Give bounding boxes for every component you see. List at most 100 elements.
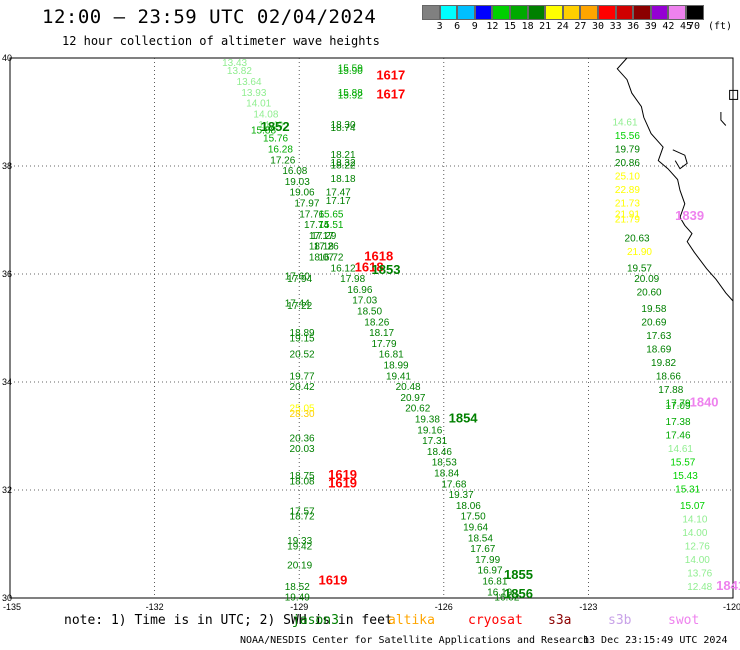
wave-height-label: 19.49 (285, 593, 310, 604)
legend-label: 30 (591, 21, 605, 32)
wave-height-label: 19.42 (287, 541, 312, 552)
lat-label: 34 (2, 377, 12, 387)
time-tag: 1839 (675, 208, 704, 223)
legend-label: 24 (556, 21, 569, 32)
wave-height-label: 16.19 (487, 587, 512, 598)
wave-height-label: 20.62 (405, 404, 430, 415)
timestamp-text: 13 Dec 23:15:49 UTC 2024 (583, 635, 728, 646)
wave-height-label: 18.18 (309, 242, 334, 253)
legend-swatch (562, 5, 581, 20)
wave-height-label: 17.97 (294, 199, 319, 210)
wave-height-label: 17.09 (666, 401, 691, 412)
wave-height-label: 16.12 (331, 263, 356, 274)
wave-height-label: 15.56 (615, 131, 640, 142)
wave-height-label: 14.10 (682, 514, 707, 525)
legend-label: 6 (454, 21, 461, 32)
satellite-label-s3a: s3a (548, 613, 572, 628)
wave-height-label: 20.09 (634, 274, 659, 285)
wave-height-label: 15.88 (251, 126, 276, 137)
wave-height-label: 21.91 (615, 209, 640, 220)
wave-height-label: 17.79 (666, 398, 691, 409)
satellite-label-s3b: s3b (608, 613, 632, 628)
wave-height-label: 20.48 (396, 382, 421, 393)
wave-height-label: 13.64 (237, 77, 262, 88)
wave-height-label: 19.37 (449, 490, 474, 501)
wave-height-label: 16.96 (347, 285, 372, 296)
time-tag: 1617 (376, 87, 405, 102)
wave-height-label: 18.21 (331, 150, 356, 161)
wave-height-label: 18.52 (285, 582, 310, 593)
wave-height-label: 15.88 (338, 88, 363, 99)
wave-height-label: 17.22 (287, 301, 312, 312)
wave-height-label: 16.81 (379, 350, 404, 361)
wave-height-label: 18.26 (364, 317, 389, 328)
wave-height-label: 18.06 (456, 501, 481, 512)
wave-height-label: 21.90 (627, 247, 652, 258)
wave-height-label: 21.73 (615, 199, 640, 210)
wave-height-label: 15.51 (318, 220, 343, 231)
lat-label: 32 (2, 485, 12, 495)
wave-height-label: 16.81 (482, 577, 507, 588)
wave-height-label: 17.79 (372, 339, 397, 350)
wave-height-label: 21.79 (615, 215, 640, 226)
wave-height-label: 15.90 (338, 66, 363, 77)
time-tag: 1617 (376, 68, 405, 83)
wave-height-label: 19.82 (651, 358, 676, 369)
lon-label: -123 (579, 602, 597, 612)
wave-height-label: 17.03 (352, 296, 377, 307)
wave-height-label: 19.79 (615, 145, 640, 156)
legend-label: 33 (609, 21, 622, 32)
legend-label: 3 (436, 21, 443, 32)
bay-outline (672, 149, 688, 170)
wave-height-label: 20.19 (287, 560, 312, 571)
satellite-label-cryosat: cryosat (468, 613, 523, 628)
color-legend (422, 5, 704, 20)
wave-height-label: 14.00 (682, 528, 707, 539)
legend-label: 42 (662, 21, 675, 32)
wave-height-label: 15.57 (670, 458, 695, 469)
wave-height-label: 17.17 (309, 231, 334, 242)
legend-swatch (685, 5, 704, 20)
wave-height-label: 19.64 (463, 523, 488, 534)
legend-swatch (474, 5, 493, 20)
wave-height-label: 18.17 (369, 328, 394, 339)
time-tag: 1619 (328, 475, 357, 490)
wave-height-label: 17.29 (311, 231, 336, 242)
legend-swatch (422, 5, 440, 20)
wave-height-label: 17.31 (422, 436, 447, 447)
lon-label: -120 (723, 602, 740, 612)
lat-label: 30 (2, 593, 12, 603)
wave-height-label: 19.57 (627, 263, 652, 274)
coastline (616, 57, 734, 302)
wave-height-label: 20.86 (615, 158, 640, 169)
legend-label: 70 (687, 21, 701, 32)
wave-height-label: 18.53 (432, 458, 457, 469)
wave-height-label: 18.74 (331, 123, 356, 134)
wave-height-label: 17.63 (646, 331, 671, 342)
time-tag: 1854 (449, 411, 479, 426)
legend-labels: 3 6 9 12 15 18 21 24 27 30 33 36 39 42 45 70 (422, 21, 732, 33)
wave-height-label: 16.08 (282, 166, 307, 177)
wave-height-label: 20.52 (290, 350, 315, 361)
wave-height-label: 20.60 (637, 288, 662, 299)
wave-height-label: 15.92 (338, 91, 363, 102)
satellite-label-swot: swot (668, 613, 700, 628)
lon-label: -135 (3, 602, 21, 612)
time-tag: 1853 (372, 262, 401, 277)
legend-swatch (668, 5, 686, 20)
wave-height-label: 14.61 (613, 118, 638, 129)
wave-height-label: 18.22 (331, 161, 356, 172)
time-tag: 1841 (716, 578, 740, 593)
wave-height-label: 17.60 (285, 271, 310, 282)
legend-swatch (545, 5, 563, 20)
wave-height-label: 13.82 (227, 66, 252, 77)
legend-label: 9 (471, 21, 478, 32)
wave-height-label: 13.76 (687, 568, 712, 579)
wave-height-label: 17.26 (270, 155, 295, 166)
wave-height-label: 17.26 (314, 242, 339, 253)
wave-height-label: 19.06 (290, 188, 315, 199)
lon-label: -132 (146, 602, 164, 612)
wave-height-label: 18.50 (357, 307, 382, 318)
wave-height-label: 25.05 (290, 404, 315, 415)
satellite-label-altika: altika (388, 613, 435, 628)
